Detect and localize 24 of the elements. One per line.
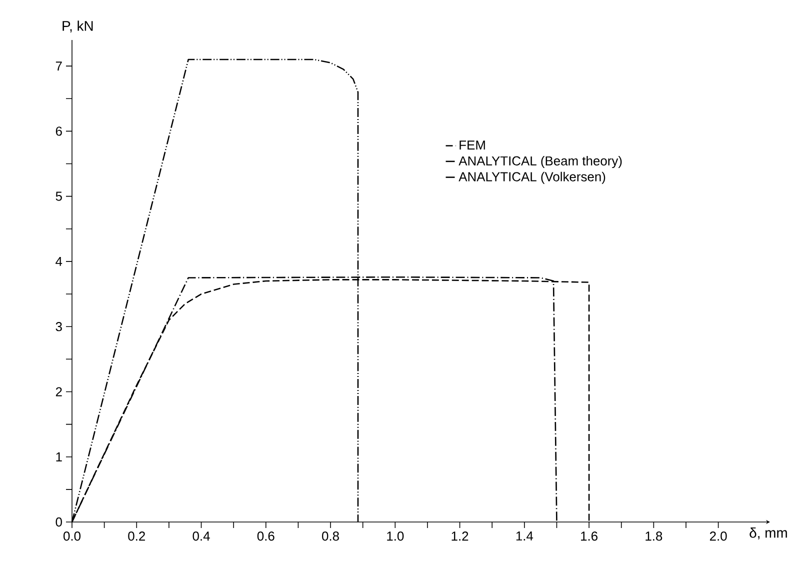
y-tick-label: 1 [56, 452, 62, 462]
y-tick-label: 5 [56, 192, 62, 201]
x-tick-label: 1.2 [452, 532, 468, 541]
x-tick-label: 0.4 [192, 532, 210, 541]
legend-label: ANALYTICAL (Beam theory) [458, 156, 622, 168]
y-tick-label: 4 [56, 257, 62, 266]
y-tick-label: 3 [56, 322, 62, 332]
x-tick-label: 0.0 [63, 532, 80, 541]
x-tick-label: 1.8 [646, 532, 662, 541]
legend-label: FEM [460, 140, 485, 150]
x-tick-label: 2.0 [710, 532, 727, 541]
x-tick-label: 1.4 [516, 532, 534, 540]
x-tick-label: 0.2 [128, 532, 145, 541]
x-tick-label: 0.6 [257, 532, 274, 541]
y-tick-label: 0 [56, 517, 62, 527]
y-tick-label: 2 [56, 387, 62, 396]
x-axis-title: δ, mm [750, 528, 787, 540]
y-axis-title: P, kN [62, 20, 93, 32]
x-tick-label: 1.6 [581, 532, 598, 541]
y-tick-label: 7 [56, 62, 62, 71]
y-tick-label: 6 [56, 126, 62, 136]
x-tick-label: 0.8 [322, 532, 339, 541]
legend-label: ANALYTICAL (Volkersen) [458, 172, 606, 184]
x-tick-label: 1.0 [387, 532, 404, 541]
